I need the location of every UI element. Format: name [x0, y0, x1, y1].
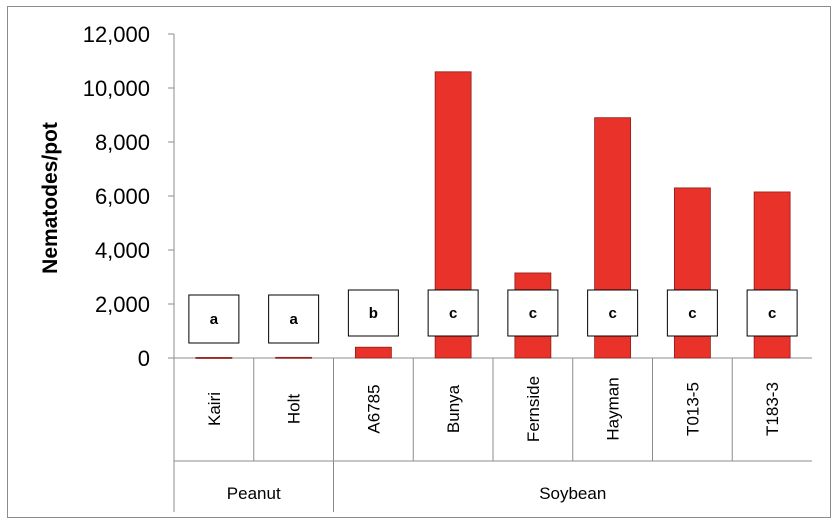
significance-box — [347, 289, 399, 337]
significance-box — [268, 294, 320, 344]
category-label: A6785 — [364, 384, 383, 433]
category-label: T013-5 — [683, 382, 702, 436]
category-label: Holt — [285, 394, 304, 425]
significance-box — [507, 289, 559, 337]
bar — [354, 346, 392, 359]
significance-letter: a — [289, 311, 298, 328]
category-label: Hayman — [604, 377, 623, 440]
significance-letter: a — [210, 311, 219, 328]
significance-letter: c — [529, 305, 537, 322]
significance-box — [666, 289, 718, 337]
y-tick-label: 2,000 — [95, 292, 150, 317]
category-label: T183-3 — [763, 382, 782, 436]
significance-letter: b — [369, 305, 378, 322]
group-label: Soybean — [539, 484, 606, 503]
category-label: Fernside — [524, 376, 543, 442]
y-tick-labels: 0 2,000 4,000 6,000 8,000 10,000 12,000 — [83, 22, 150, 371]
bar — [275, 356, 313, 359]
significance-box — [746, 289, 798, 337]
significance-box — [587, 289, 639, 337]
significance-letter: c — [688, 305, 696, 322]
bar — [195, 357, 233, 359]
significance-box — [427, 289, 479, 337]
y-tick-label: 0 — [138, 346, 150, 371]
y-tick-label: 8,000 — [95, 130, 150, 155]
group-label: Peanut — [227, 484, 281, 503]
significance-box — [188, 294, 240, 344]
significance-letter: c — [449, 305, 457, 322]
group-labels: Peanut Soybean — [227, 484, 607, 503]
y-tick-label: 12,000 — [83, 22, 150, 47]
axes — [168, 33, 812, 512]
y-tick-label: 10,000 — [83, 76, 150, 101]
category-label: Bunya — [444, 384, 463, 433]
category-label: Kairi — [205, 392, 224, 426]
significance-letter: c — [608, 305, 616, 322]
y-axis-title: Nematodes/pot — [39, 122, 62, 274]
y-tick-label: 4,000 — [95, 238, 150, 263]
y-tick-label: 6,000 — [95, 184, 150, 209]
category-labels: Kairi Holt A6785 Bunya Fernside Hayman T013-5 T… — [205, 376, 782, 442]
significance-letter: c — [768, 305, 776, 322]
